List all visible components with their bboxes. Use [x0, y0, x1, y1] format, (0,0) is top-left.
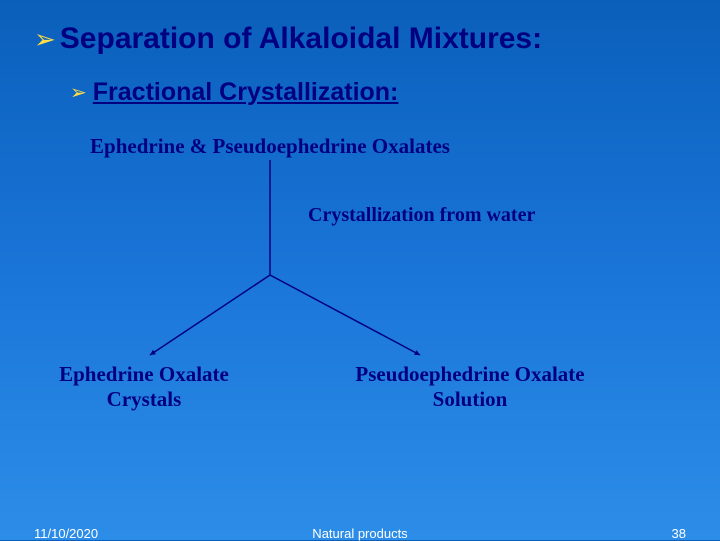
footer-page-number: 38 [672, 526, 686, 541]
flow-diagram: Ephedrine & Pseudoephedrine Oxalates Cry… [30, 130, 670, 450]
right-node-line2: Solution [433, 387, 508, 411]
slide-title: Separation of Alkaloidal Mixtures: [60, 22, 542, 56]
right-node-line1: Pseudoephedrine Oxalate [355, 362, 584, 386]
slide-subtitle: Fractional Crystallization: [93, 78, 399, 107]
diagram-process-label: Crystallization from water [308, 204, 535, 227]
subtitle-row: ➢ Fractional Crystallization: [70, 78, 398, 107]
diagram-right-node: Pseudoephedrine Oxalate Solution [330, 362, 610, 412]
slide-container: ➢ Separation of Alkaloidal Mixtures: ➢ F… [0, 0, 720, 540]
left-node-line2: Crystals [107, 387, 182, 411]
bullet-icon: ➢ [70, 83, 87, 103]
footer-center: Natural products [312, 526, 407, 541]
footer-date: 11/10/2020 [34, 526, 98, 541]
left-node-line1: Ephedrine Oxalate [59, 362, 229, 386]
diagram-top-node: Ephedrine & Pseudoephedrine Oxalates [70, 134, 470, 159]
bullet-icon: ➢ [34, 26, 56, 52]
diagram-left-node: Ephedrine Oxalate Crystals [34, 362, 254, 412]
title-row: ➢ Separation of Alkaloidal Mixtures: [34, 22, 542, 56]
